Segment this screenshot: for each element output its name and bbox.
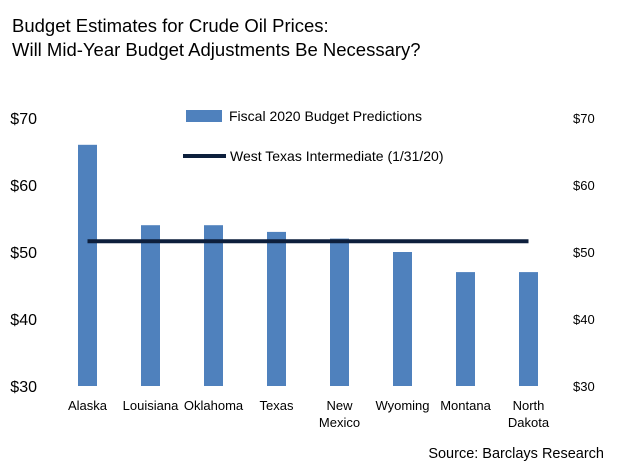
chart-title: Budget Estimates for Crude Oil Prices: W…	[12, 14, 421, 62]
ytick-left-0: $30	[10, 379, 37, 396]
xtick-7-0: North	[513, 398, 545, 413]
ytick-left-3: $60	[10, 178, 37, 195]
xtick-1-0: Louisiana	[123, 398, 179, 413]
xtick-4-1: Mexico	[319, 415, 360, 430]
xtick-3-0: Texas	[260, 398, 294, 413]
legend-bar-swatch	[186, 110, 222, 122]
legend-line-label: West Texas Intermediate (1/31/20)	[230, 148, 443, 164]
bar-1	[141, 225, 160, 386]
ytick-right-2: $50	[573, 245, 595, 260]
xtick-7-1: Dakota	[508, 415, 550, 430]
chart-title-line-1: Budget Estimates for Crude Oil Prices:	[12, 15, 329, 36]
ytick-right-1: $40	[573, 312, 595, 327]
chart-title-line-2: Will Mid-Year Budget Adjustments Be Nece…	[12, 39, 421, 60]
bar-4	[330, 238, 349, 386]
xtick-5-0: Wyoming	[375, 398, 429, 413]
xtick-0-0: Alaska	[68, 398, 108, 413]
ytick-right-4: $70	[573, 111, 595, 126]
ytick-left-4: $70	[10, 111, 37, 128]
xtick-2-0: Oklahoma	[184, 398, 244, 413]
ytick-left-2: $50	[10, 245, 37, 262]
bar-3	[267, 231, 286, 386]
bar-5	[393, 252, 412, 386]
bar-6	[456, 272, 475, 386]
xtick-6-0: Montana	[440, 398, 491, 413]
ytick-right-3: $60	[573, 178, 595, 193]
source-note: Source: Barclays Research	[428, 446, 604, 462]
bar-0	[78, 144, 97, 386]
ytick-right-0: $30	[573, 379, 595, 394]
ytick-left-1: $40	[10, 312, 37, 329]
legend-bar-label: Fiscal 2020 Budget Predictions	[229, 108, 422, 124]
xtick-4-0: New	[326, 398, 353, 413]
bar-2	[204, 225, 223, 386]
bar-7	[519, 272, 538, 386]
